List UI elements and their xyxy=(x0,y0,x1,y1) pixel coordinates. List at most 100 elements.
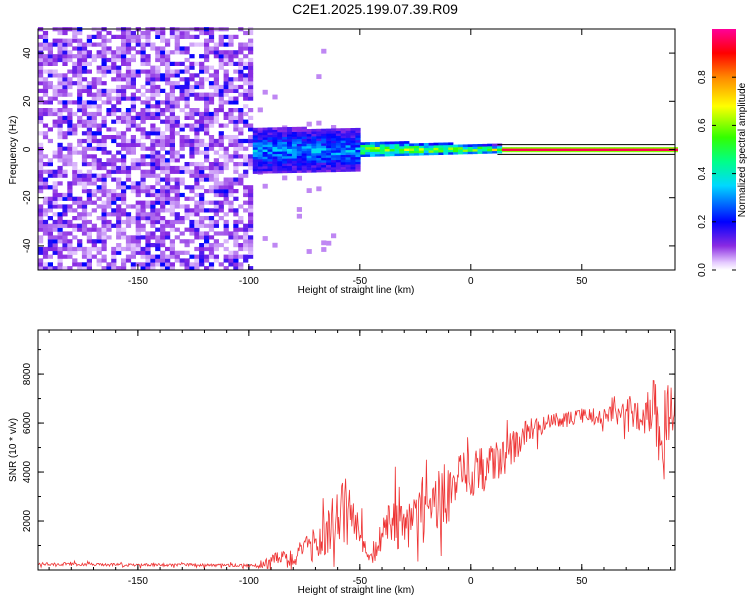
spectrogram-cell xyxy=(67,185,73,190)
spectrogram-cell xyxy=(248,165,254,171)
spectrogram-cell xyxy=(165,73,171,78)
spectrogram-cell xyxy=(67,123,73,128)
spectrogram-cell xyxy=(174,165,180,171)
spectrogram-cell xyxy=(130,69,136,74)
spectrogram-cell xyxy=(62,131,68,136)
spectrogram-cell xyxy=(57,30,63,36)
spectrogram-cell xyxy=(477,144,483,147)
spectrogram-cell xyxy=(42,30,49,36)
spectrogram-cell xyxy=(296,158,302,161)
spectrogram-cell xyxy=(194,169,200,174)
spectrogram-cell xyxy=(243,65,249,70)
spectrogram-cell xyxy=(42,208,49,213)
spectrogram-cell xyxy=(233,50,239,55)
spectrogram-cell xyxy=(580,149,586,151)
spectrogram-cell xyxy=(42,135,49,140)
spectrogram-cell xyxy=(311,150,317,154)
spectrogram-cell xyxy=(47,262,53,267)
spectrogram-cell xyxy=(599,149,605,151)
spectrogram-cell xyxy=(38,142,44,147)
spectrogram-cell xyxy=(350,156,356,160)
spectrogram-cell xyxy=(81,123,88,128)
spectrogram-cell xyxy=(121,235,127,240)
spectrogram-cell xyxy=(604,150,610,153)
spectrogram-cell xyxy=(189,61,195,66)
spectrogram-cell xyxy=(106,108,112,113)
spectrogram-cell xyxy=(52,38,58,43)
spectrogram-cell xyxy=(399,143,405,147)
spectrogram-cell xyxy=(77,50,83,55)
spectrogram-cell xyxy=(57,258,63,263)
spectrogram-cell xyxy=(67,181,73,186)
spectrogram-cell xyxy=(81,111,88,117)
spectrogram-cell xyxy=(67,223,73,228)
spectrogram-cell xyxy=(340,154,346,158)
spectrogram-cell xyxy=(248,96,254,101)
spectrogram-cell xyxy=(121,42,127,47)
spectrogram-cell xyxy=(91,162,97,167)
spectrogram-cell xyxy=(155,135,161,140)
spectrogram-cell xyxy=(262,144,268,148)
spectrogram-cell xyxy=(204,235,210,240)
spectrogram-cell xyxy=(57,165,63,171)
spectrogram-cell xyxy=(199,84,205,90)
spectrogram-cell xyxy=(67,239,73,244)
spectrogram-cell xyxy=(428,145,434,148)
spectrogram-cell xyxy=(111,138,117,144)
spectrogram-cell xyxy=(174,38,180,43)
spectrogram-cell xyxy=(174,219,180,225)
spectrogram-cell xyxy=(233,254,239,259)
spectrogram-cell xyxy=(189,142,195,147)
spectrogram-cell xyxy=(77,243,83,248)
spectrogram-cell xyxy=(47,100,53,105)
spectrogram-cell xyxy=(160,111,166,117)
spectrogram-cell xyxy=(96,185,102,190)
spectrogram-cell xyxy=(291,160,298,164)
spectrogram-cell xyxy=(589,147,595,149)
spectrogram-cell xyxy=(81,200,88,205)
spectrogram-cell xyxy=(345,135,351,139)
spectrogram-cell xyxy=(38,250,44,255)
spectrogram-cell xyxy=(326,240,332,246)
spectrogram-cell xyxy=(101,173,107,178)
spectrogram-cell xyxy=(213,77,219,82)
spectrogram-cell xyxy=(272,168,278,171)
spectrogram-cell xyxy=(125,50,132,55)
figure-title: C2E1.2025.199.07.39.R09 xyxy=(292,1,458,17)
spectrogram-cell xyxy=(184,92,190,97)
spectrogram-cell xyxy=(492,146,498,149)
spectrogram-cell xyxy=(267,149,273,152)
spectrogram-cell xyxy=(106,127,112,132)
spectrogram-cell xyxy=(81,146,88,151)
spectrogram-cell xyxy=(179,77,185,82)
spectrogram-cell xyxy=(169,127,175,132)
spectrogram-cell xyxy=(81,212,88,217)
spectrogram-cell xyxy=(106,266,112,271)
spectrogram-cell xyxy=(174,200,180,205)
spectrogram-cell xyxy=(72,200,78,205)
spectrogram-cell xyxy=(106,30,112,36)
spectrogram-cell xyxy=(121,73,127,78)
spectrogram-cell xyxy=(287,134,293,137)
spectrogram-cell xyxy=(174,73,180,78)
spectrogram-cell xyxy=(501,150,508,153)
spectrogram-cell xyxy=(52,181,58,186)
spectrogram-cell xyxy=(38,50,44,55)
spectrogram-cell xyxy=(589,149,595,151)
colorbar-tick-label: 0.4 xyxy=(697,166,708,180)
spectrogram-cell xyxy=(96,258,102,263)
spectrogram-cell xyxy=(155,243,161,248)
spectrogram-cell xyxy=(462,146,468,150)
spectrogram-cell xyxy=(394,146,400,149)
spectrogram-cell xyxy=(506,150,512,153)
spectrogram-cell xyxy=(414,145,420,149)
spectrogram-cell xyxy=(248,50,254,55)
spectrogram-cell xyxy=(238,57,244,63)
spectrogram-cell xyxy=(179,96,185,101)
spectrogram-cell xyxy=(570,148,576,150)
spectrogram-cell xyxy=(394,143,400,147)
spectrogram-cell xyxy=(86,181,92,186)
spectrogram-cell xyxy=(306,157,312,161)
spectrogram-cell xyxy=(145,57,151,63)
spectrogram-cell xyxy=(287,158,293,161)
